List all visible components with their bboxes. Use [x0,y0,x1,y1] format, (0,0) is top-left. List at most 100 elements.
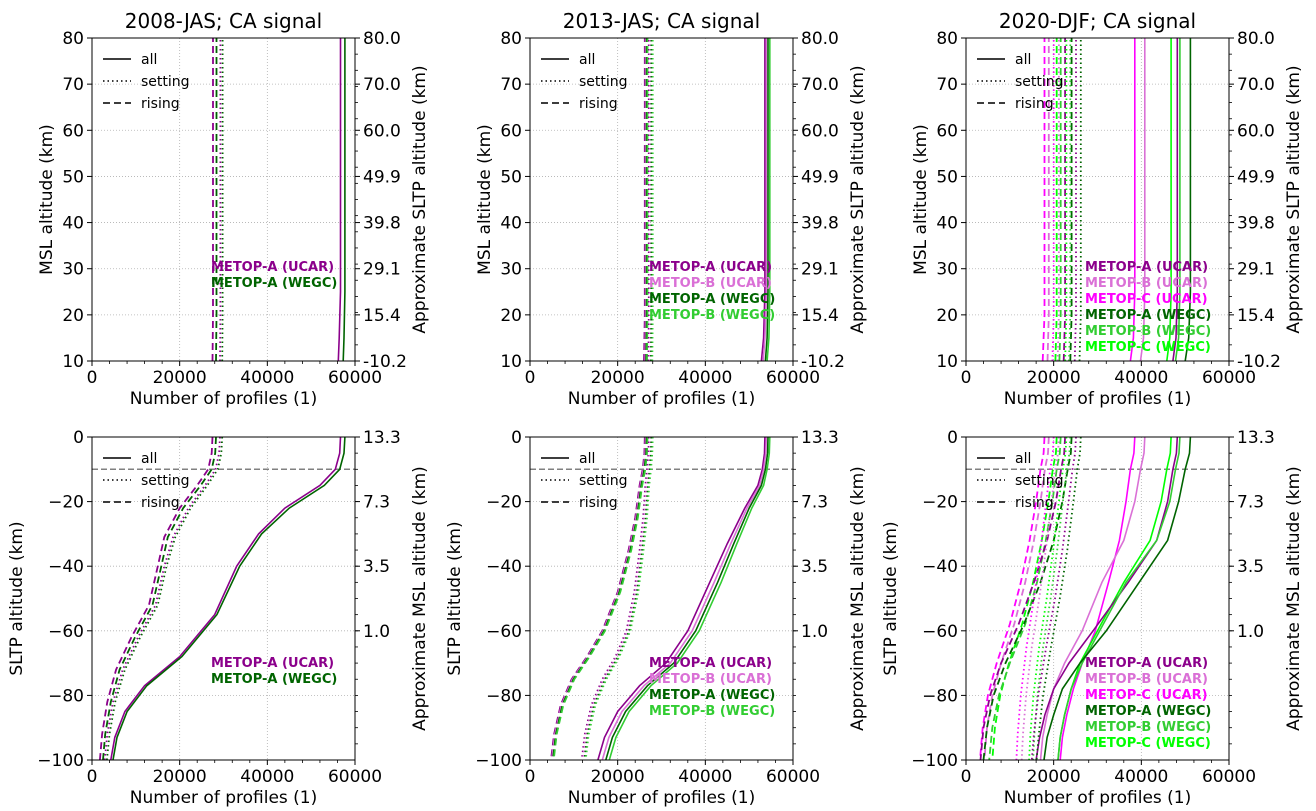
y2-tick-label: 60.0 [801,121,839,141]
y-axis-label: SLTP altitude (km) [7,521,27,675]
legend-label: all [1015,451,1031,467]
mission-label: METOP-A (UCAR) [211,656,334,671]
y-tick-label: 10 [62,352,84,372]
y2-tick-label: 1.0 [801,622,828,642]
y2-tick-label: -10.2 [1237,352,1281,372]
x-tick-label: 60000 [328,767,382,787]
series-line [112,437,346,760]
legend-label: setting [141,473,190,489]
y2-tick-label: 3.5 [801,557,828,577]
y-tick-label: 0 [511,428,522,448]
series-line [762,38,768,361]
y-tick-label: 50 [936,167,958,187]
y-tick-label: 20 [936,306,958,326]
legend-label: rising [1015,96,1054,112]
series-line [764,38,769,361]
y-tick-label: −100 [911,751,958,771]
y2-tick-label: -10.2 [801,352,845,372]
y2-axis-label: Approximate MSL altitude (km) [410,466,430,731]
y-tick-label: 80 [936,29,958,49]
legend-label: all [141,451,157,467]
y2-tick-label: 49.9 [363,167,401,187]
legend-label: setting [579,473,628,489]
mission-label: METOP-A (UCAR) [211,260,334,275]
axes-frame [91,37,356,362]
series-line [1059,437,1136,760]
series-line [582,437,651,760]
y-tick-label: −100 [37,751,84,771]
y-tick-label: 40 [500,214,522,234]
x-axis-label: Number of profiles (1) [568,389,756,409]
x-tick-label: 0 [961,368,972,388]
series-line [106,437,224,760]
series-line [1043,437,1192,760]
x-tick-label: 40000 [1114,368,1168,388]
y2-axis-label: Approximate SLTP altitude (km) [410,65,430,333]
y-tick-label: 70 [62,75,84,95]
series-line [342,38,346,361]
y-tick-label: −20 [486,493,522,513]
mission-label: METOP-A (WEGC) [1085,704,1211,719]
series-line [102,437,217,760]
series-line [1172,38,1179,361]
legend-label: setting [579,74,628,90]
y-axis-label: MSL altitude (km) [911,124,931,275]
series-line [1058,38,1062,361]
mission-label: METOP-B (WEGC) [649,704,775,719]
y2-tick-label: 60.0 [1237,121,1275,141]
y-tick-label: −100 [475,751,522,771]
y-tick-label: 60 [62,121,84,141]
panel-6: 0 20000 40000 60000 −100 −80 −60 −40 −20 0 1.0 3.5 7… [881,428,1304,808]
series-line [988,437,1062,760]
y-tick-label: 30 [62,260,84,280]
y-tick-label: −40 [48,557,84,577]
mission-label: METOP-A (UCAR) [1085,656,1208,671]
x-tick-label: 60000 [766,767,820,787]
series-line [766,38,771,361]
y2-tick-label: 80.0 [801,29,839,49]
panel-1: 0 20000 40000 60000 10 20 30 40 50 60 70 80 -10.2 15.… [37,9,430,409]
series-line [643,38,646,361]
panel-title: 2020-DJF; CA signal [999,9,1196,33]
x-tick-label: 60000 [1202,767,1256,787]
legend-label: setting [141,74,190,90]
y-tick-label: −40 [922,557,958,577]
mission-label: METOP-B (UCAR) [1085,276,1208,291]
mission-label: METOP-B (UCAR) [649,276,772,291]
series-group [1041,38,1192,361]
y2-axis-label: Approximate SLTP altitude (km) [848,65,868,333]
panel-5: 0 20000 40000 60000 −100 −80 −60 −40 −20 0 1.0 3.5 7… [445,428,868,808]
series-line [979,437,1066,760]
y2-tick-label: 60.0 [363,121,401,141]
series-line [608,437,771,760]
mission-label: METOP-A (UCAR) [1085,260,1208,275]
series-line [1032,437,1072,760]
x-tick-label: 0 [525,368,536,388]
y2-tick-label: 39.8 [801,214,839,234]
series-line [1046,38,1050,361]
x-axis-label: Number of profiles (1) [1004,788,1192,808]
axes-frame [529,436,794,761]
y-tick-label: −80 [486,686,522,706]
series-line [1035,437,1179,760]
series-line [1129,38,1136,361]
x-axis-label: Number of profiles (1) [1004,389,1192,409]
x-tick-label: 40000 [678,368,732,388]
series-line [211,38,214,361]
y2-tick-label: 70.0 [363,75,401,95]
y2-tick-label: 29.1 [1237,260,1275,280]
mission-label: METOP-A (WEGC) [649,688,775,703]
series-line [1039,437,1146,760]
x-tick-label: 60000 [766,368,820,388]
legend-label: setting [1015,74,1064,90]
axes-frame [529,37,794,362]
mission-label: METOP-B (WEGC) [1085,720,1211,735]
series-line [337,38,342,361]
series-line [103,437,221,760]
y2-tick-label: 13.3 [1237,428,1275,448]
x-tick-label: 20000 [1027,368,1081,388]
legend-label: all [1015,52,1031,68]
mission-label: METOP-B (UCAR) [649,672,772,687]
y2-tick-label: 80.0 [363,29,401,49]
series-line [601,437,768,760]
